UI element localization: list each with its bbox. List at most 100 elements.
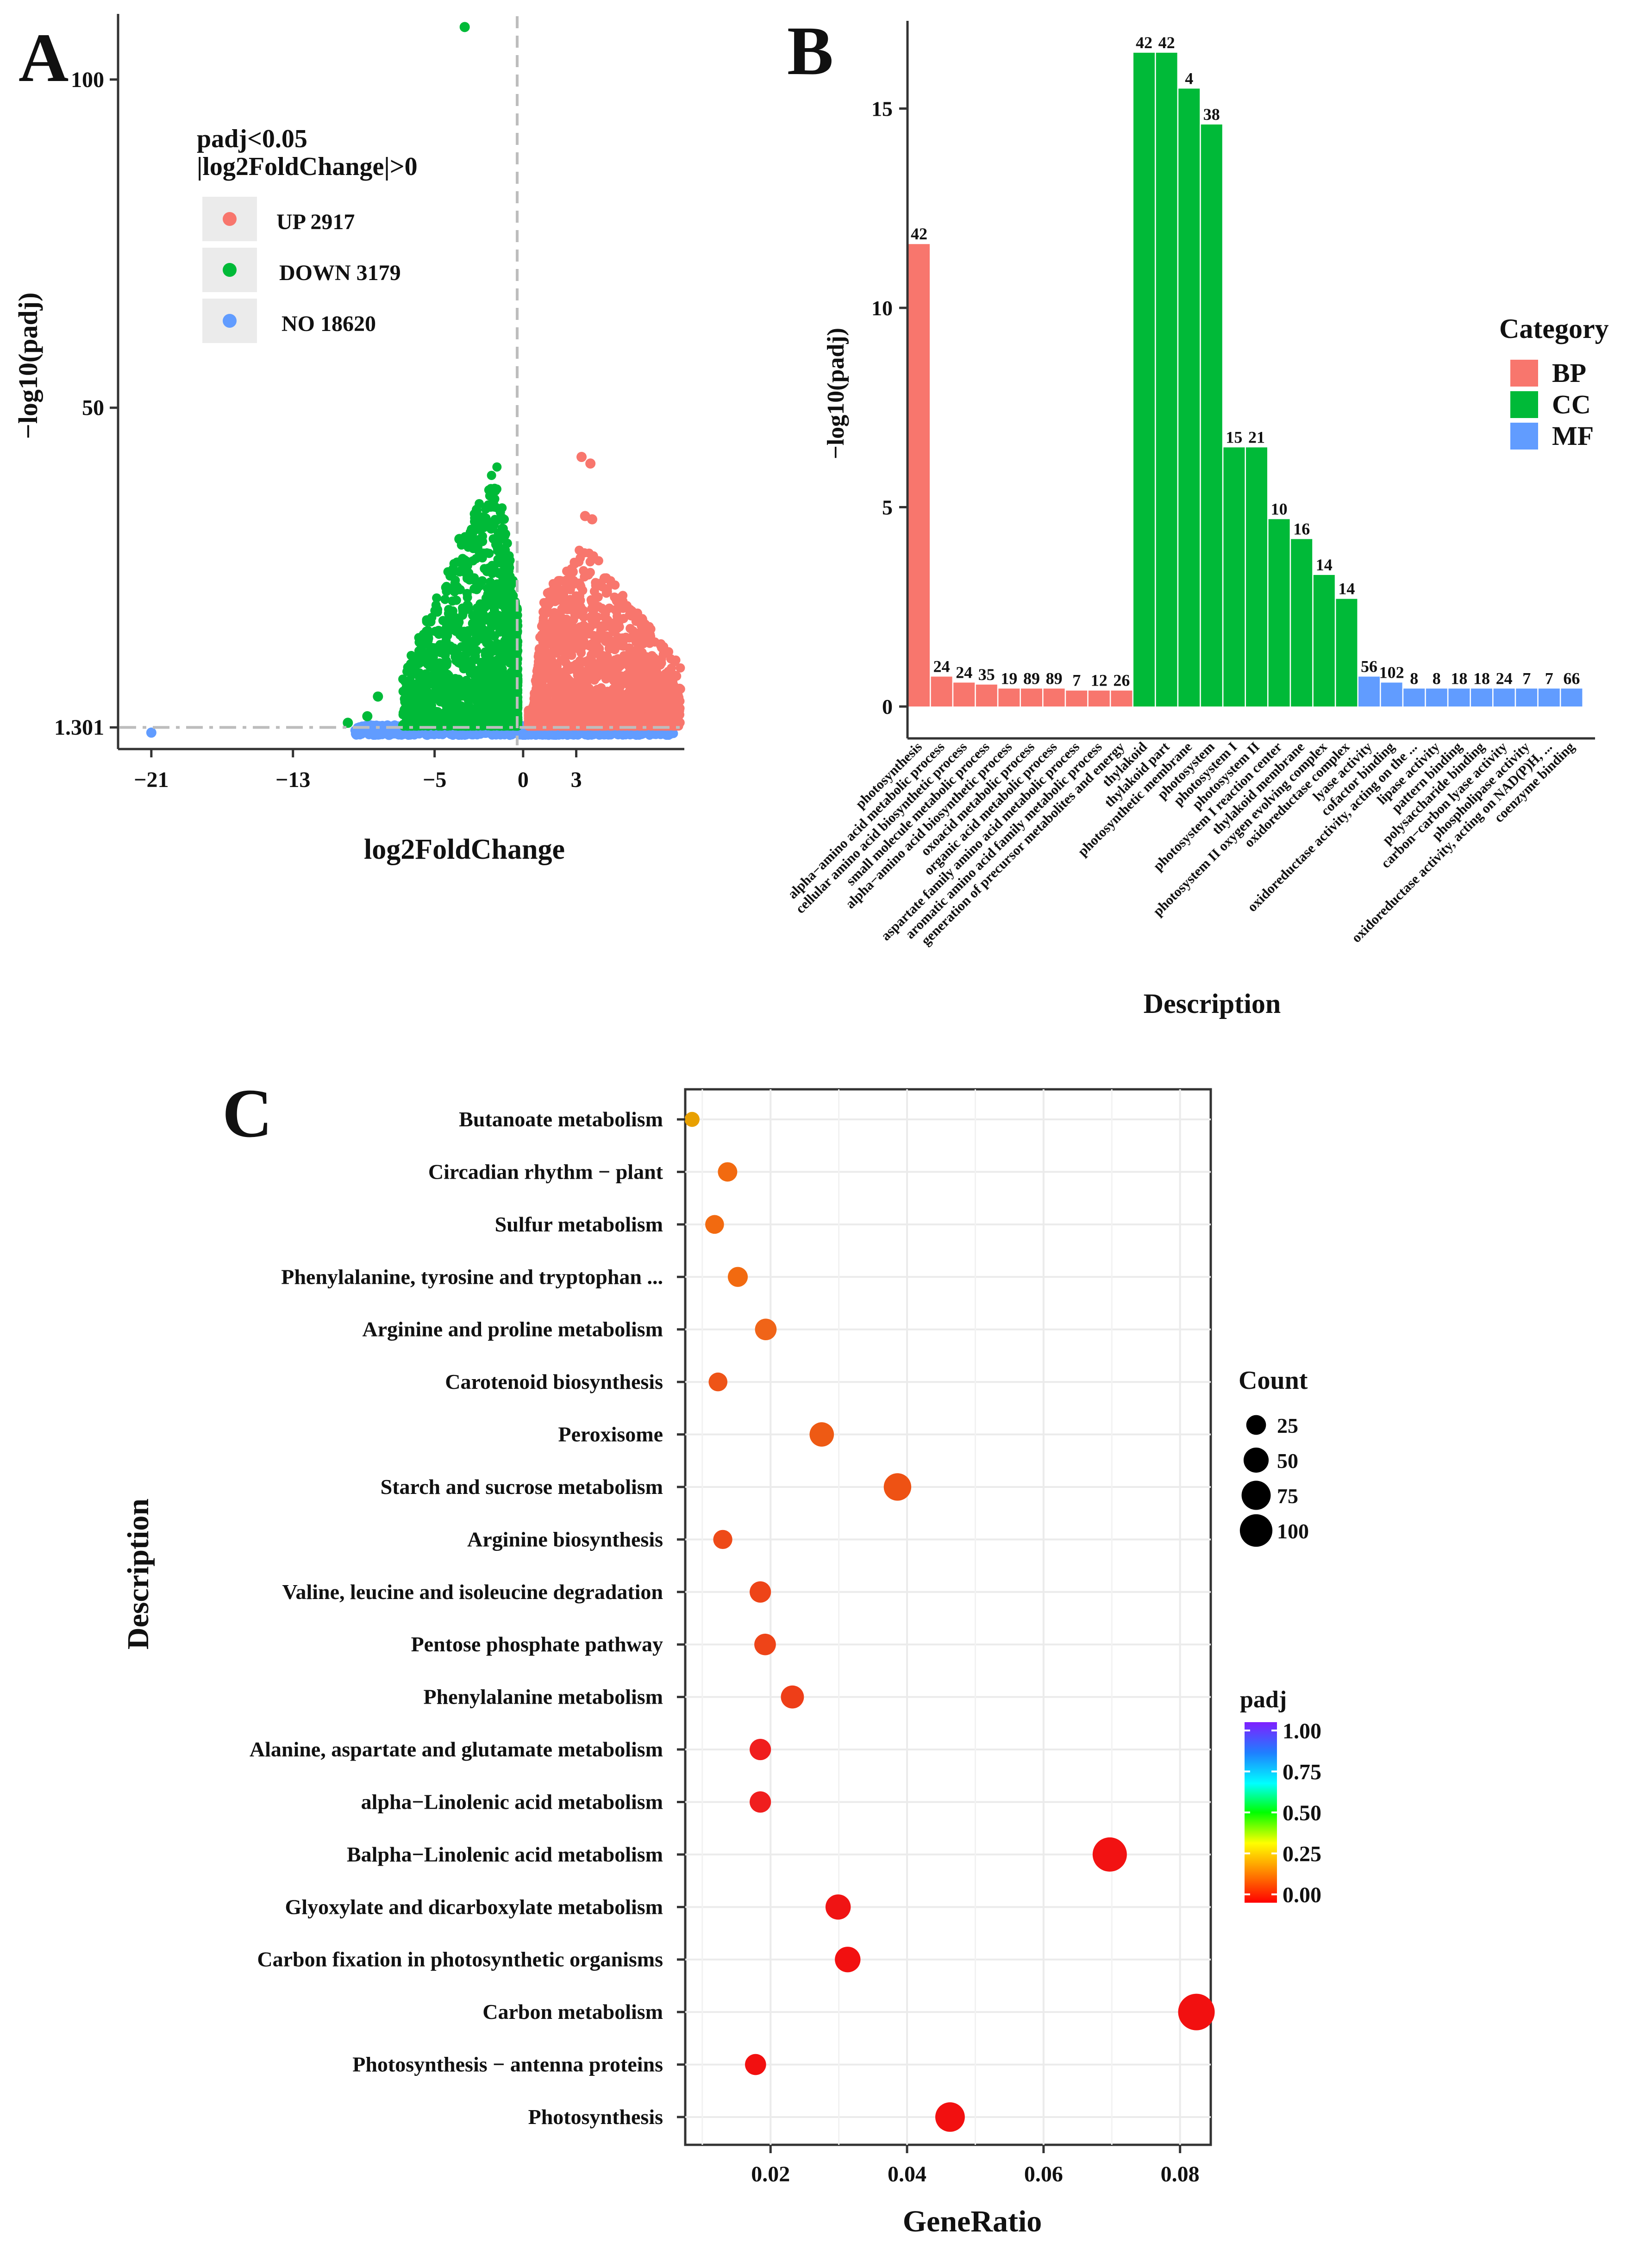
- go-y-label: −log10(padj): [823, 328, 849, 459]
- count-legend-title: Count: [1239, 1366, 1308, 1395]
- volcano-cloud-point: [656, 641, 665, 650]
- volcano-cloud-point: [538, 656, 548, 665]
- volcano-cloud-point: [469, 729, 479, 738]
- volcano-cloud-point: [450, 587, 459, 597]
- volcano-point: [576, 452, 587, 462]
- dotplot-term-label: Starch and sucrose metabolism: [381, 1475, 663, 1499]
- volcano-cloud-point: [487, 470, 496, 480]
- padj-legend: padj 1.000.750.500.250.00: [1240, 1687, 1321, 1907]
- go-bar-count-label: 4: [1185, 69, 1193, 87]
- go-bar: [1358, 676, 1380, 707]
- volcano-cloud-point: [554, 589, 563, 599]
- dotplot-term-label: Photosynthesis: [528, 2105, 663, 2129]
- volcano-cloud-point: [543, 588, 552, 598]
- volcano-cloud-point: [532, 664, 542, 674]
- dotplot-term-label: Carbon metabolism: [482, 2000, 663, 2024]
- go-y-tick-label: 15: [871, 97, 893, 120]
- volcano-cloud-point: [499, 578, 509, 587]
- volcano-cloud-point: [492, 462, 502, 472]
- go-bar-count-label: 38: [1203, 105, 1220, 124]
- volcano-cloud-point: [435, 665, 445, 675]
- volcano-cloud-point: [638, 639, 648, 649]
- dotplot-term-label: Butanoate metabolism: [459, 1107, 663, 1131]
- volcano-y-tick-label: 1.301: [54, 715, 104, 740]
- volcano-x-tick-label: −13: [275, 768, 310, 792]
- volcano-cloud-point: [578, 692, 588, 702]
- volcano-cloud-point: [602, 637, 612, 646]
- dotplot-dot: [809, 1422, 834, 1447]
- dotplot-dot: [1178, 1993, 1215, 2030]
- dotplot-x-tick-label: 0.02: [751, 2162, 790, 2186]
- volcano-cloud-point: [657, 654, 666, 664]
- volcano-cloud-point: [569, 557, 579, 567]
- volcano-cloud-point: [544, 720, 554, 730]
- go-bar: [1088, 690, 1110, 707]
- count-legend-dot: [1243, 1447, 1269, 1473]
- volcano-cloud-point: [655, 700, 665, 710]
- volcano-cloud-point: [443, 567, 453, 577]
- volcano-cloud-point: [610, 618, 620, 627]
- volcano-cloud-point: [426, 661, 435, 670]
- volcano-cloud-point: [500, 613, 509, 623]
- volcano-cloud-point: [614, 686, 624, 695]
- go-bars: [908, 52, 1583, 707]
- volcano-cloud-point: [452, 650, 462, 659]
- volcano-cloud-point: [574, 677, 584, 687]
- volcano-cloud-point: [591, 632, 601, 642]
- dotplot-term-label: Glyoxylate and dicarboxylate metabolism: [285, 1895, 663, 1918]
- volcano-cloud-point: [602, 586, 612, 596]
- dotplot-dot: [825, 1894, 851, 1920]
- volcano-cloud-point: [476, 620, 486, 630]
- go-bar-count-label: 19: [1001, 669, 1017, 687]
- go-bar-count-label: 8: [1433, 669, 1441, 687]
- volcano-cloud-point: [544, 650, 554, 659]
- volcano-cloud-point: [648, 687, 658, 697]
- dotplot-dot: [727, 1267, 748, 1287]
- volcano-cloud-point: [469, 517, 479, 526]
- dotplot-term-label: Alanine, aspartate and glutamate metabol…: [250, 1737, 663, 1761]
- volcano-cloud-point: [633, 608, 642, 618]
- dotplot-dot: [935, 2102, 965, 2132]
- volcano-cloud-point: [476, 599, 485, 609]
- volcano-cloud-point: [469, 670, 479, 680]
- volcano-cloud-point: [609, 701, 619, 711]
- volcano-cloud-point: [454, 721, 464, 731]
- volcano-cloud-point: [449, 704, 459, 714]
- go-bar-count-label: 8: [1410, 669, 1418, 687]
- volcano-cloud-point: [477, 576, 487, 586]
- volcano-point: [343, 718, 353, 728]
- dotplot-dot: [684, 1112, 700, 1127]
- volcano-cloud-point: [454, 618, 464, 627]
- volcano-cloud-point: [489, 502, 499, 512]
- padj-legend-title: padj: [1240, 1687, 1287, 1713]
- go-bar: [1111, 690, 1133, 707]
- volcano-cloud-point: [438, 616, 448, 625]
- volcano-cloud-point: [462, 589, 472, 598]
- volcano-cloud-point: [437, 672, 446, 682]
- legend-key-up: [223, 212, 237, 226]
- volcano-cloud-point: [407, 710, 416, 720]
- volcano-cloud-point: [501, 605, 510, 614]
- volcano-cloud-point: [498, 568, 507, 578]
- volcano-cloud-point: [638, 623, 648, 632]
- volcano-cloud-point: [597, 603, 607, 613]
- count-legend-label: 75: [1277, 1484, 1298, 1508]
- go-bar-count-label: 21: [1248, 428, 1265, 446]
- count-legend-dot: [1246, 1415, 1266, 1435]
- volcano-cloud-point: [557, 621, 566, 631]
- volcano-cloud-point: [577, 609, 587, 618]
- dotplot-x-ticks: 0.02 0.04 0.06 0.08: [751, 2145, 1200, 2186]
- volcano-cloud-point: [463, 601, 473, 611]
- go-bar-count-label: 89: [1023, 669, 1040, 687]
- volcano-cloud-point: [482, 629, 492, 639]
- go-legend-title: Category: [1499, 313, 1609, 344]
- volcano-cloud-point: [436, 683, 446, 693]
- volcano-cloud-point: [657, 684, 667, 693]
- volcano-cloud-point: [637, 729, 647, 738]
- panel-b-letter: B: [787, 12, 833, 89]
- volcano-cloud-point: [461, 649, 471, 659]
- volcano-cloud-point: [432, 593, 442, 603]
- dotplot-dot: [708, 1372, 728, 1392]
- legend-label-down: DOWN 3179: [279, 261, 401, 285]
- volcano-cloud-point: [495, 627, 505, 637]
